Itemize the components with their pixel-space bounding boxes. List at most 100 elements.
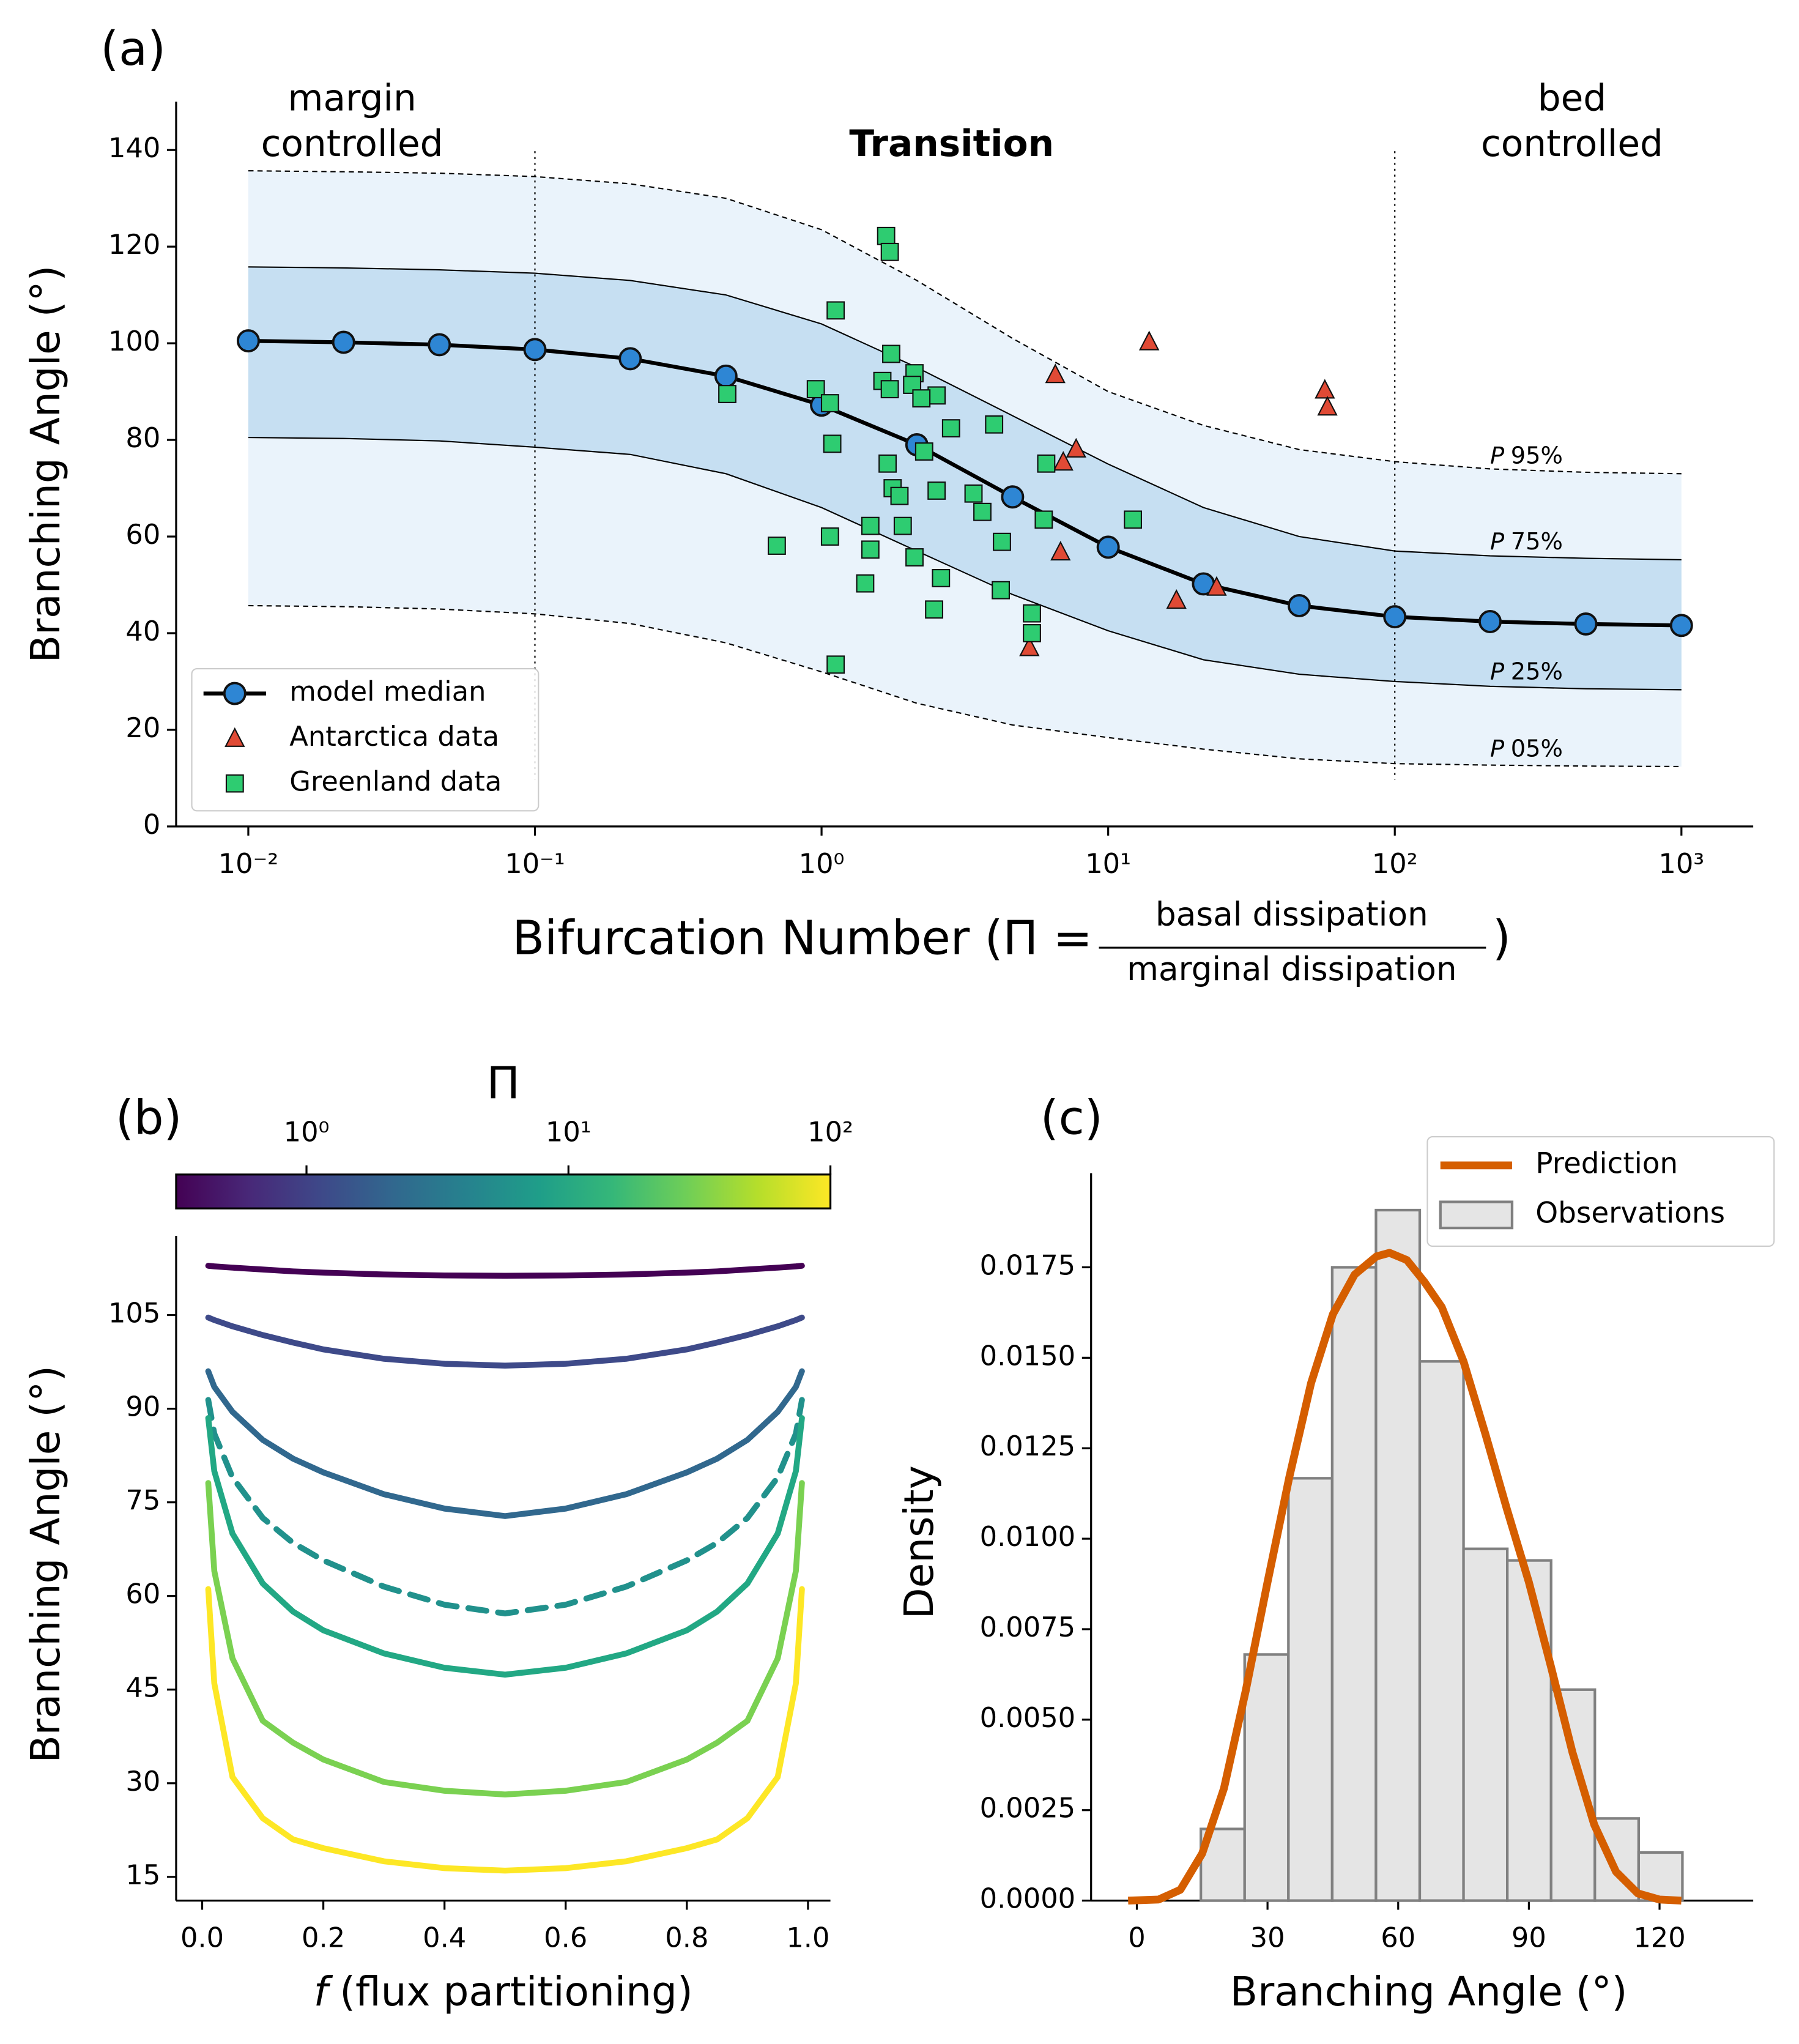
point [718, 385, 736, 403]
point [428, 333, 451, 357]
point [914, 442, 933, 461]
percentile-line [248, 170, 1682, 475]
percentile-line [248, 266, 1682, 560]
point [1574, 612, 1598, 636]
point [1066, 437, 1086, 458]
point [225, 774, 244, 793]
point [826, 655, 845, 674]
point [523, 338, 547, 362]
x-tick-label: 1.0 [786, 1922, 829, 1954]
colorbar-tick-label: 10⁰ [284, 1116, 330, 1148]
x-tick-label: 0 [1128, 1922, 1145, 1954]
histogram-bar [1330, 1266, 1378, 1902]
point [714, 364, 738, 388]
y-tick-label: 40 [125, 615, 160, 647]
point [905, 548, 924, 567]
y-tick-label: 15 [125, 1859, 160, 1891]
percentile-symbol: P [1490, 528, 1505, 556]
percentile-symbol: P [1490, 658, 1505, 685]
legend-frame [191, 668, 540, 812]
colorbar-label: Π [487, 1058, 520, 1109]
point [941, 419, 960, 438]
line [205, 1415, 805, 1678]
region-label: margin [287, 78, 416, 120]
x-axis-label-numerator: basal dissipation [1155, 896, 1428, 934]
legend-frame [1426, 1135, 1775, 1247]
percentile-symbol: P [1490, 442, 1505, 469]
point [861, 540, 880, 559]
percentile-band [248, 267, 1682, 690]
percentile-label: P 75% [1490, 528, 1563, 556]
histogram-bar [1506, 1559, 1552, 1902]
legend-label: model median [289, 675, 486, 708]
x-tick-label: 90 [1512, 1922, 1546, 1954]
histogram-bar [1243, 1653, 1290, 1902]
percentile-label: P 05% [1490, 735, 1563, 762]
y-tick-label: 0.0150 [980, 1339, 1076, 1372]
point [1019, 636, 1040, 656]
panel-label: (c) [1040, 1091, 1103, 1145]
y-tick-label: 140 [108, 132, 160, 164]
legend-label: Greenland data [289, 765, 502, 798]
point [993, 532, 1011, 551]
x-tick-label: 0.6 [544, 1922, 587, 1954]
x-tick-label: 10³ [1658, 847, 1704, 880]
point [890, 486, 909, 505]
point [1315, 379, 1335, 399]
line [205, 1586, 805, 1874]
point [618, 347, 642, 371]
point [1096, 535, 1120, 559]
point [806, 380, 825, 399]
y-tick-label: 0.0100 [980, 1520, 1076, 1553]
point [912, 389, 931, 408]
percentile-value: 25% [1511, 658, 1563, 685]
point [925, 600, 943, 619]
line [246, 338, 1683, 628]
point [861, 516, 880, 535]
y-tick-label: 20 [125, 712, 160, 744]
region-label: controlled [261, 123, 443, 165]
point [992, 581, 1010, 600]
region-label: controlled [1481, 123, 1663, 165]
legend-label: Prediction [1535, 1146, 1678, 1180]
point [1050, 540, 1071, 561]
percentile-line [248, 437, 1682, 691]
region-label: Transition [849, 123, 1054, 165]
y-tick-label: 0.0075 [980, 1611, 1076, 1643]
histogram-bar [1462, 1547, 1509, 1902]
y-tick-label: 0.0025 [980, 1792, 1076, 1824]
percentile-symbol: P [1490, 735, 1505, 762]
panel-label: (b) [116, 1091, 182, 1145]
line [205, 1397, 805, 1617]
line [205, 1314, 805, 1369]
line [205, 1368, 805, 1519]
point [1669, 614, 1693, 637]
point [893, 516, 912, 535]
y-tick-label: 0.0050 [980, 1701, 1076, 1734]
y-axis-label: Branching Angle (°) [22, 266, 69, 663]
percentile-value: 95% [1511, 442, 1563, 469]
y-tick-label: 105 [108, 1297, 160, 1329]
x-axis-label: f (flux partitioning) [314, 1968, 693, 2015]
point [823, 434, 842, 453]
point [1023, 604, 1041, 623]
x-axis-label: ) [1493, 911, 1511, 965]
x-tick-label: 0.0 [180, 1922, 224, 1954]
y-tick-label: 60 [125, 518, 160, 551]
x-tick-label: 10¹ [1085, 847, 1131, 880]
region-label: bed [1538, 78, 1606, 120]
x-axis-label: Bifurcation Number (Π = [512, 911, 1092, 965]
panel-label: (a) [100, 22, 166, 76]
y-tick-label: 80 [125, 422, 160, 454]
point [882, 344, 900, 363]
legend: Prediction Observations [1426, 1135, 1775, 1247]
point [1478, 610, 1502, 633]
point [1034, 510, 1053, 529]
percentile-label: P 95% [1490, 442, 1563, 469]
x-axis-label-text: (flux partitioning) [339, 1968, 693, 2015]
y-tick-label: 0.0125 [980, 1430, 1076, 1462]
point [332, 330, 355, 354]
point [223, 682, 247, 705]
